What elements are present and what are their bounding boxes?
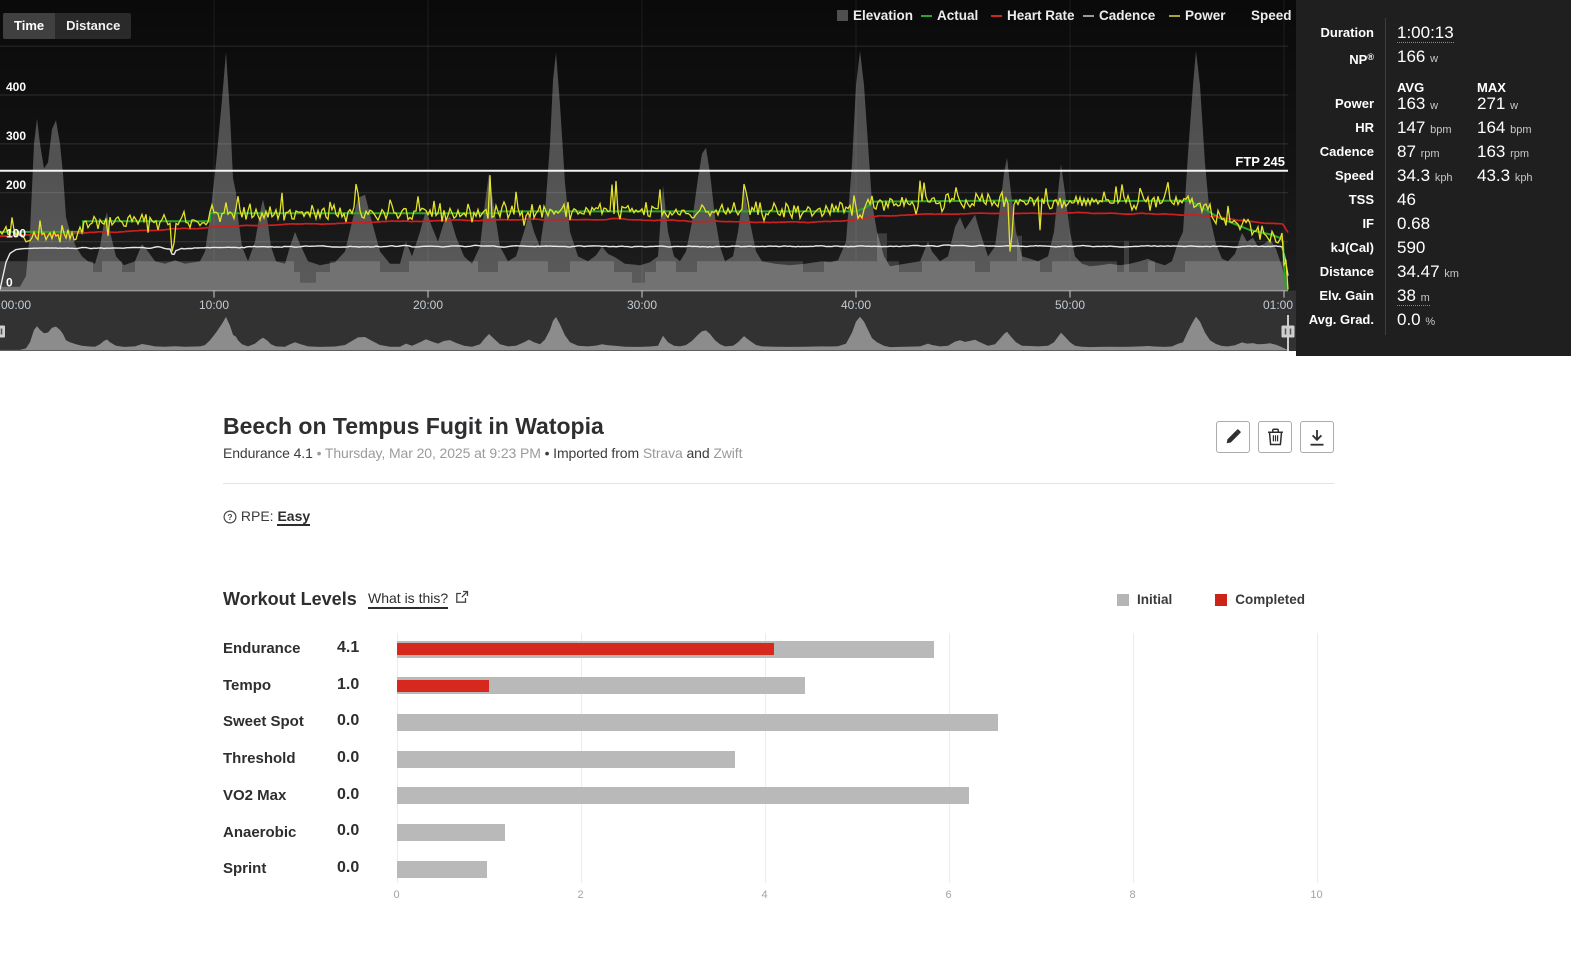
svg-text:400: 400 <box>6 80 26 94</box>
svg-text:20:00: 20:00 <box>413 298 443 312</box>
svg-text:?: ? <box>227 512 232 522</box>
svg-text:300: 300 <box>6 129 26 143</box>
svg-text:40:00: 40:00 <box>841 298 871 312</box>
svg-text:00:00: 00:00 <box>1 298 31 312</box>
svg-text:200: 200 <box>6 178 26 192</box>
svg-text:50:00: 50:00 <box>1055 298 1085 312</box>
svg-text:30:00: 30:00 <box>627 298 657 312</box>
svg-text:100: 100 <box>6 227 26 241</box>
svg-text:01:00: 01:00 <box>1263 298 1293 312</box>
svg-text:FTP 245: FTP 245 <box>1235 154 1285 169</box>
svg-text:0: 0 <box>6 276 13 290</box>
svg-text:10:00: 10:00 <box>199 298 229 312</box>
